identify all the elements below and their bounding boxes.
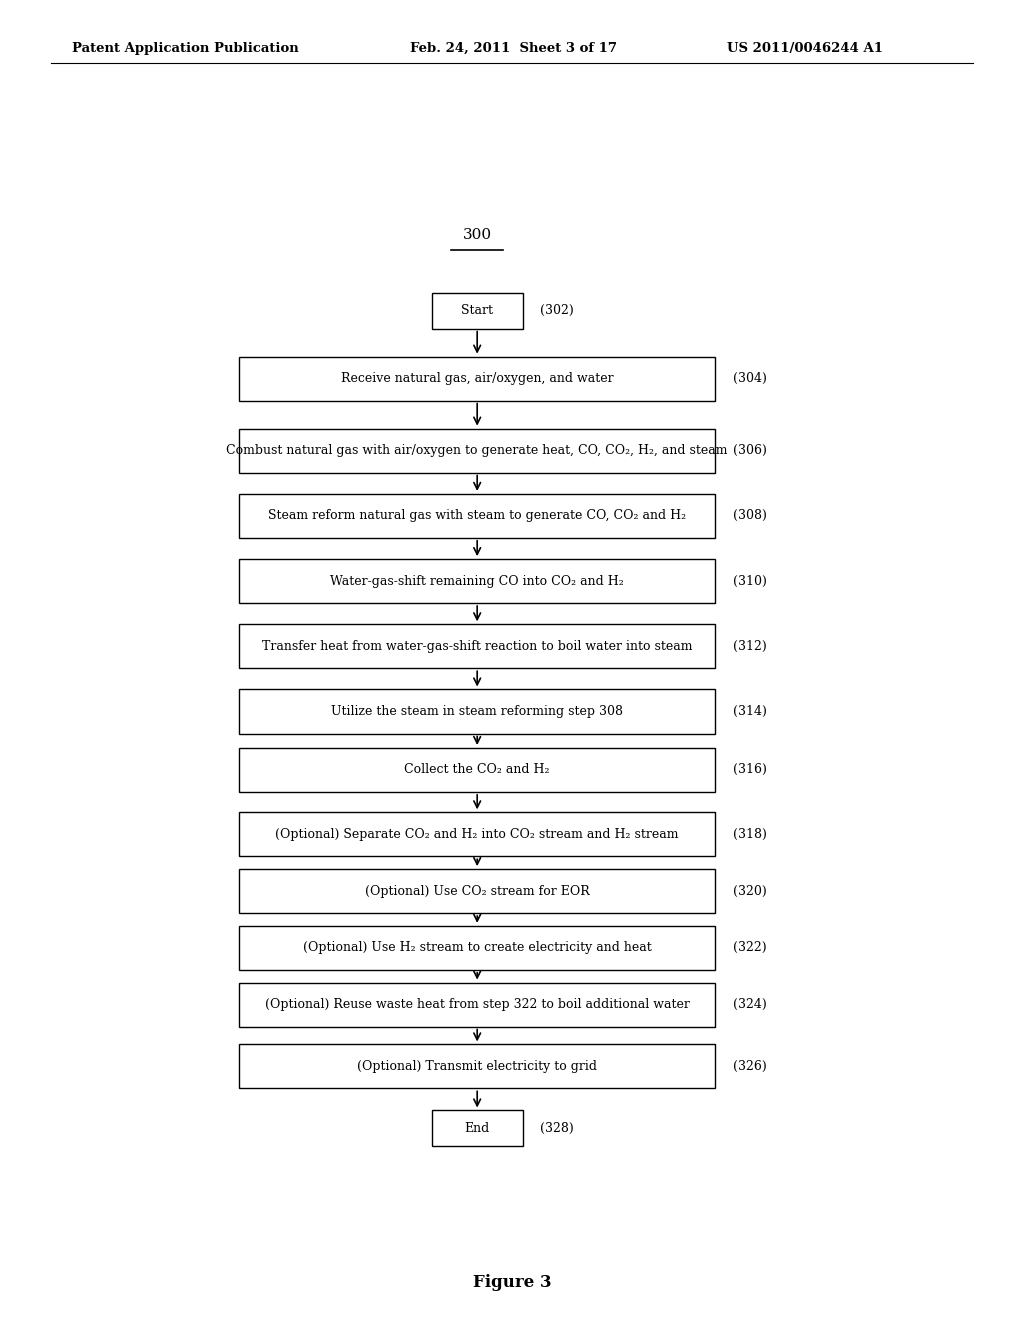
Text: (308): (308) xyxy=(733,510,767,523)
Text: (304): (304) xyxy=(733,372,767,385)
Text: Transfer heat from water-gas-shift reaction to boil water into steam: Transfer heat from water-gas-shift react… xyxy=(262,640,692,653)
Text: (318): (318) xyxy=(733,828,767,841)
FancyBboxPatch shape xyxy=(240,812,715,857)
Text: 300: 300 xyxy=(463,227,492,242)
Text: (324): (324) xyxy=(733,998,767,1011)
Text: (314): (314) xyxy=(733,705,767,718)
FancyBboxPatch shape xyxy=(240,560,715,603)
Text: Patent Application Publication: Patent Application Publication xyxy=(72,42,298,55)
Text: Steam reform natural gas with steam to generate CO, CO₂ and H₂: Steam reform natural gas with steam to g… xyxy=(268,510,686,523)
Text: US 2011/0046244 A1: US 2011/0046244 A1 xyxy=(727,42,883,55)
Text: (306): (306) xyxy=(733,444,767,457)
Text: (Optional) Use H₂ stream to create electricity and heat: (Optional) Use H₂ stream to create elect… xyxy=(303,941,651,954)
Text: (310): (310) xyxy=(733,574,767,587)
Text: (302): (302) xyxy=(541,305,574,317)
Text: (316): (316) xyxy=(733,763,767,776)
Text: (Optional) Use CO₂ stream for EOR: (Optional) Use CO₂ stream for EOR xyxy=(365,884,590,898)
FancyBboxPatch shape xyxy=(240,1044,715,1089)
Text: Feb. 24, 2011  Sheet 3 of 17: Feb. 24, 2011 Sheet 3 of 17 xyxy=(410,42,616,55)
Text: (326): (326) xyxy=(733,1060,767,1073)
Text: Figure 3: Figure 3 xyxy=(473,1274,551,1291)
Text: Start: Start xyxy=(461,305,494,317)
FancyBboxPatch shape xyxy=(240,356,715,401)
Text: Utilize the steam in steam reforming step 308: Utilize the steam in steam reforming ste… xyxy=(331,705,624,718)
FancyBboxPatch shape xyxy=(240,624,715,668)
FancyBboxPatch shape xyxy=(240,429,715,473)
Text: (322): (322) xyxy=(733,941,766,954)
FancyBboxPatch shape xyxy=(240,869,715,913)
Text: (328): (328) xyxy=(541,1122,574,1135)
Text: (Optional) Separate CO₂ and H₂ into CO₂ stream and H₂ stream: (Optional) Separate CO₂ and H₂ into CO₂ … xyxy=(275,828,679,841)
Text: Combust natural gas with air/oxygen to generate heat, CO, CO₂, H₂, and steam: Combust natural gas with air/oxygen to g… xyxy=(226,444,728,457)
FancyBboxPatch shape xyxy=(240,925,715,970)
FancyBboxPatch shape xyxy=(431,293,523,329)
FancyBboxPatch shape xyxy=(240,748,715,792)
FancyBboxPatch shape xyxy=(240,982,715,1027)
Text: Receive natural gas, air/oxygen, and water: Receive natural gas, air/oxygen, and wat… xyxy=(341,372,613,385)
Text: (Optional) Reuse waste heat from step 322 to boil additional water: (Optional) Reuse waste heat from step 32… xyxy=(265,998,689,1011)
FancyBboxPatch shape xyxy=(240,689,715,734)
Text: (312): (312) xyxy=(733,640,767,653)
FancyBboxPatch shape xyxy=(431,1110,523,1146)
FancyBboxPatch shape xyxy=(240,494,715,537)
Text: (Optional) Transmit electricity to grid: (Optional) Transmit electricity to grid xyxy=(357,1060,597,1073)
Text: End: End xyxy=(465,1122,489,1135)
Text: Water-gas-shift remaining CO into CO₂ and H₂: Water-gas-shift remaining CO into CO₂ an… xyxy=(331,574,624,587)
Text: Collect the CO₂ and H₂: Collect the CO₂ and H₂ xyxy=(404,763,550,776)
Text: (320): (320) xyxy=(733,884,767,898)
